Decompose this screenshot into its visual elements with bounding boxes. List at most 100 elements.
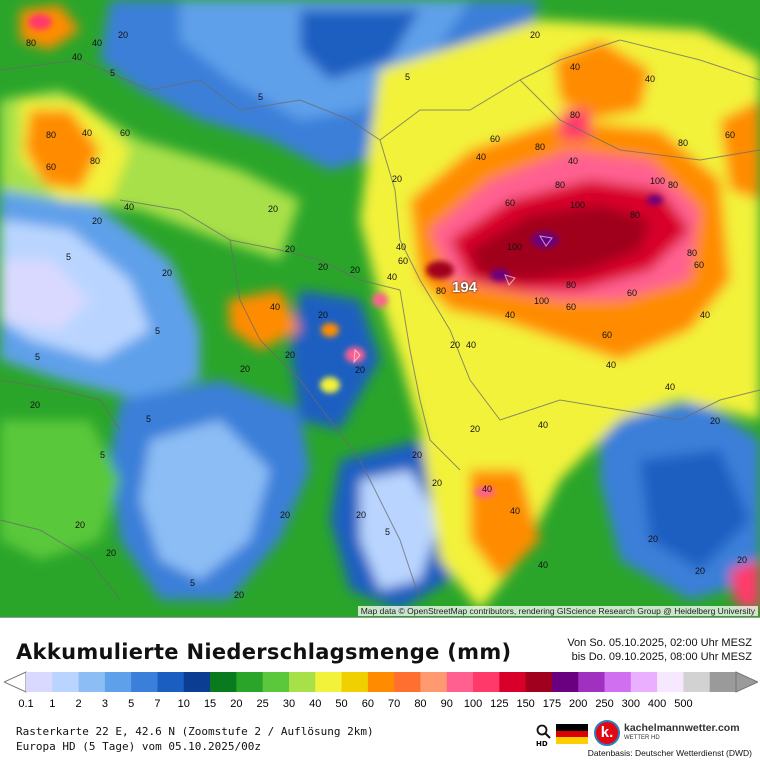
contour-label: 20 xyxy=(350,265,361,275)
contour-label: 80 xyxy=(26,38,37,48)
scale-swatch xyxy=(657,672,684,692)
contour-label: 20 xyxy=(737,555,748,565)
contour-label: 5 xyxy=(190,578,196,588)
forecast-period: Von So. 05.10.2025, 02:00 Uhr MESZ bis D… xyxy=(567,636,752,664)
contour-label: 20 xyxy=(240,364,251,374)
scale-swatch xyxy=(604,672,632,692)
scale-tick-label: 300 xyxy=(621,698,640,710)
contour-label: 40 xyxy=(92,38,103,48)
contour-label: 5 xyxy=(385,527,391,537)
scale-swatch xyxy=(236,672,264,692)
scale-swatch xyxy=(183,672,211,692)
map-raster xyxy=(0,0,760,617)
color-scale-ticks: 0.1 1 2 3 5 7 10 15 20 25 30 40 50 60 70 80 90 100 125 150 1… xyxy=(0,698,760,712)
scale-swatch xyxy=(420,672,448,692)
scale-swatch xyxy=(630,672,658,692)
scale-swatch xyxy=(131,672,158,692)
contour-label: 40 xyxy=(645,74,656,84)
contour-label: 40 xyxy=(510,506,521,516)
scale-tick-label: 200 xyxy=(569,698,588,710)
contour-label: 5 xyxy=(100,450,106,460)
contour-label: 20 xyxy=(648,534,659,544)
scale-swatch xyxy=(104,672,132,692)
contour-label: 40 xyxy=(396,242,407,252)
contour-label: 20 xyxy=(432,478,443,488)
scale-max-arrow xyxy=(735,671,758,693)
contour-label: 80 xyxy=(46,130,57,140)
contour-label: 40 xyxy=(505,310,516,320)
scale-tick-label: 7 xyxy=(154,698,161,710)
contour-label: 60 xyxy=(602,330,613,340)
contour-label: 20 xyxy=(356,510,367,520)
contour-label: 60 xyxy=(627,288,638,298)
contour-label: 5 xyxy=(66,252,72,262)
scale-tick-label: 90 xyxy=(440,698,453,710)
scale-min-arrow xyxy=(4,671,27,693)
contour-label: 20 xyxy=(234,590,245,600)
contour-label: 40 xyxy=(606,360,617,370)
contour-label: 80 xyxy=(555,180,566,190)
contour-label: 60 xyxy=(46,162,57,172)
scale-tick-label: 150 xyxy=(516,698,535,710)
contour-label: 40 xyxy=(568,156,579,166)
map-info: Rasterkarte 22 E, 42.6 N (Zoomstufe 2 / … xyxy=(16,724,374,754)
contour-label: 40 xyxy=(700,310,711,320)
legend-panel: Akkumulierte Niederschlagsmenge (mm) Von… xyxy=(0,617,760,761)
contour-label: 5 xyxy=(35,352,41,362)
kachelmann-logo[interactable]: k. xyxy=(594,720,620,746)
scale-swatch xyxy=(262,672,290,692)
contour-label: 20 xyxy=(392,174,403,184)
scale-tick-label: 50 xyxy=(335,698,348,710)
map-attribution: Map data © OpenStreetMap contributors, r… xyxy=(357,606,758,616)
scale-swatch xyxy=(288,672,316,692)
zoom-hd-icon[interactable]: HD xyxy=(536,724,552,748)
color-scale xyxy=(4,671,758,693)
contour-label: 40 xyxy=(466,340,477,350)
brand-name[interactable]: kachelmannwetter.com xyxy=(624,722,740,734)
max-value-label: 194 xyxy=(452,279,478,296)
scale-tick-label: 2 xyxy=(75,698,82,710)
scale-tick-label: 400 xyxy=(647,698,667,710)
scale-tick-label: 15 xyxy=(203,698,217,710)
scale-swatch xyxy=(551,672,579,692)
contour-label: 80 xyxy=(630,210,641,220)
contour-label: 5 xyxy=(405,72,411,82)
scale-tick-label: 250 xyxy=(595,698,614,710)
scale-swatch xyxy=(473,672,500,692)
contour-label: 80 xyxy=(678,138,689,148)
contour-label: 40 xyxy=(665,382,676,392)
scale-swatch xyxy=(709,672,737,692)
data-source: Datenbasis: Deutscher Wetterdienst (DWD) xyxy=(587,748,752,758)
scale-swatch xyxy=(26,672,53,692)
hd-label: HD xyxy=(536,740,548,748)
scale-tick-label: 100 xyxy=(463,698,483,710)
scale-tick-label: 0.1 xyxy=(18,698,34,710)
scale-swatch xyxy=(78,672,106,692)
contour-label: 20 xyxy=(268,204,279,214)
contour-label: 20 xyxy=(280,510,291,520)
scale-swatch xyxy=(446,672,474,692)
scale-swatch xyxy=(210,672,237,692)
period-to: bis Do. 09.10.2025, 08:00 Uhr MESZ xyxy=(571,651,752,663)
contour-label: 80 xyxy=(570,110,581,120)
info-grid: Rasterkarte 22 E, 42.6 N (Zoomstufe 2 / … xyxy=(16,725,374,738)
contour-label: 20 xyxy=(530,30,541,40)
map-title: Akkumulierte Niederschlagsmenge (mm) xyxy=(16,640,512,664)
brand-block: HD k. kachelmannwetter.com WETTER HD Dat… xyxy=(536,718,752,758)
contour-label: 60 xyxy=(120,128,131,138)
scale-tick-label: 30 xyxy=(282,698,296,710)
scale-swatch xyxy=(683,672,711,692)
contour-label: 20 xyxy=(355,365,366,375)
contour-label: 20 xyxy=(92,216,103,226)
contour-label: 20 xyxy=(75,520,86,530)
magnifier-icon xyxy=(536,724,551,739)
period-from: Von So. 05.10.2025, 02:00 Uhr MESZ xyxy=(567,637,752,649)
scale-swatch xyxy=(341,672,369,692)
scale-swatch xyxy=(52,672,80,692)
contour-label: 20 xyxy=(106,548,117,558)
contour-label: 20 xyxy=(710,416,721,426)
precipitation-map[interactable]: 80 40 20 40 5 5 5 20 40 40 80 60 80 40 80 60 40 60 80 60 80 4… xyxy=(0,0,760,617)
contour-label: 60 xyxy=(490,134,501,144)
contour-label: 40 xyxy=(538,420,549,430)
scale-tick-label: 500 xyxy=(674,698,693,710)
